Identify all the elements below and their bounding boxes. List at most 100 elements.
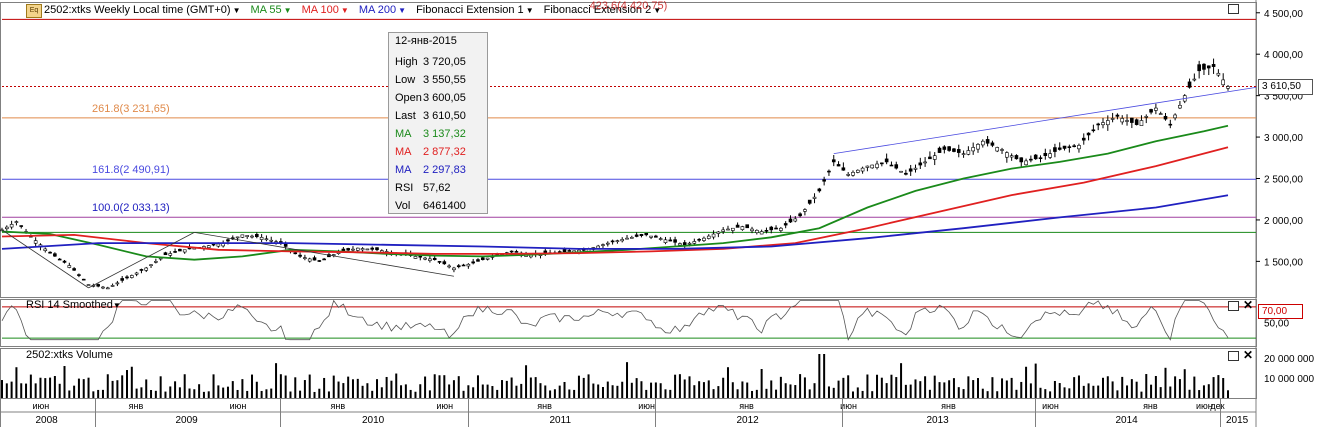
volume-bar — [1015, 389, 1018, 398]
candle-body — [1211, 64, 1216, 67]
candle-body — [625, 237, 629, 240]
volume-bar — [414, 391, 417, 398]
volume-bar — [736, 389, 739, 398]
candle-body — [908, 168, 913, 172]
maximize-button[interactable] — [1228, 4, 1239, 14]
volume-bar — [501, 380, 504, 398]
rsi-pane-title[interactable]: RSI 14 Smoothed▼ — [26, 299, 121, 311]
candle-body — [110, 285, 115, 287]
volume-bar — [207, 391, 210, 398]
volume-bar — [601, 387, 604, 398]
month-tick-label: июн — [436, 401, 453, 411]
equity-icon: Eq — [26, 4, 42, 18]
volume-bar — [1178, 379, 1181, 398]
volume-bar — [1077, 375, 1080, 398]
candle-body — [846, 174, 850, 176]
candle-body — [928, 156, 932, 160]
volume-bar — [948, 380, 951, 398]
tooltip-key: MA — [395, 128, 412, 140]
ma55-label: MA 55 — [250, 4, 282, 16]
volume-bar — [68, 390, 71, 398]
volume-bar — [39, 377, 42, 398]
volume-maximize-button[interactable] — [1228, 351, 1239, 361]
fib1-selector[interactable]: Fibonacci Extension 1 ▼ — [416, 4, 534, 16]
volume-bar — [1198, 390, 1201, 398]
candle-body — [803, 209, 807, 212]
volume-bar — [130, 366, 133, 398]
candle-body — [831, 159, 836, 163]
candle-body — [5, 226, 9, 230]
candle-body — [904, 172, 908, 175]
volume-bar — [1212, 377, 1215, 398]
ma55-selector[interactable]: MA 55 ▼ — [250, 4, 291, 16]
volume-bar — [385, 376, 388, 398]
candle-body — [216, 243, 221, 247]
chevron-down-icon: ▼ — [398, 5, 407, 15]
volume-bar — [515, 385, 518, 398]
volume-bar — [390, 380, 393, 398]
chart-toolbar: 2502:xtks Weekly Local time (GMT+0) ▼ MA … — [0, 0, 1282, 20]
candle-body — [1038, 157, 1043, 159]
candle-body — [86, 284, 91, 286]
volume-bar — [678, 374, 681, 398]
candle-body — [461, 264, 466, 267]
candle-body — [240, 234, 245, 238]
candle-body — [1091, 129, 1096, 132]
volume-bar — [1174, 376, 1177, 398]
ma100-selector[interactable]: MA 100 ▼ — [302, 4, 349, 16]
volume-bar — [751, 390, 754, 398]
volume-bar — [722, 377, 725, 398]
volume-bar — [82, 379, 85, 398]
volume-bar — [529, 377, 532, 398]
price-tick-label: 2 500,00 — [1264, 175, 1303, 186]
candle-body — [918, 162, 923, 166]
volume-bar — [933, 375, 936, 398]
candle-body — [1163, 115, 1168, 120]
volume-bar — [1020, 381, 1023, 398]
candle-body — [966, 150, 971, 155]
volume-bar — [1068, 388, 1071, 398]
rsi-close-icon[interactable]: ✕ — [1243, 298, 1254, 312]
candle-body — [745, 224, 750, 229]
volume-bar — [789, 384, 792, 398]
candle-body — [418, 255, 423, 258]
fib2-label: Fibonacci Extension 2 — [543, 4, 652, 16]
volume-bar — [400, 385, 403, 398]
candle-body — [1067, 146, 1072, 148]
volume-bar — [957, 387, 960, 398]
volume-bar — [972, 380, 975, 398]
price-tick-label: 1 500,00 — [1264, 257, 1303, 268]
candle-body — [1149, 109, 1153, 113]
volume-bar — [15, 367, 18, 398]
volume-bar — [1193, 376, 1196, 398]
fib2-selector[interactable]: Fibonacci Extension 2 ▼ 423.6(4 420.75) — [543, 0, 668, 16]
volume-bar — [832, 387, 835, 398]
symbol-selector[interactable]: 2502:xtks Weekly Local time (GMT+0) ▼ — [44, 4, 240, 16]
ma200-selector[interactable]: MA 200 ▼ — [359, 4, 406, 16]
volume-bar — [73, 385, 76, 398]
month-tick-label: янв — [1143, 401, 1158, 411]
chevron-down-icon: ▼ — [232, 5, 241, 15]
volume-bar — [818, 354, 821, 398]
volume-bar — [20, 383, 23, 398]
volume-bar — [361, 385, 364, 398]
candle-body — [1053, 147, 1057, 152]
volume-bar — [332, 375, 335, 398]
candle-body — [1158, 113, 1163, 115]
tooltip-row: High 3 720,05 — [389, 53, 487, 71]
volume-bar — [592, 383, 595, 398]
volume-bar — [856, 387, 859, 398]
candle-body — [1019, 157, 1024, 163]
volume-bar — [851, 391, 854, 398]
candle-body — [860, 167, 865, 172]
symbol-label: 2502:xtks Weekly Local time (GMT+0) — [44, 4, 231, 16]
volume-close-icon[interactable]: ✕ — [1243, 348, 1254, 362]
candle-body — [1096, 123, 1100, 126]
volume-bar — [765, 388, 768, 398]
volume-bar — [126, 370, 129, 398]
candle-body — [870, 164, 875, 169]
tooltip-key: Open — [395, 92, 422, 104]
rsi-maximize-button[interactable] — [1228, 301, 1239, 311]
volume-bar — [924, 376, 927, 398]
